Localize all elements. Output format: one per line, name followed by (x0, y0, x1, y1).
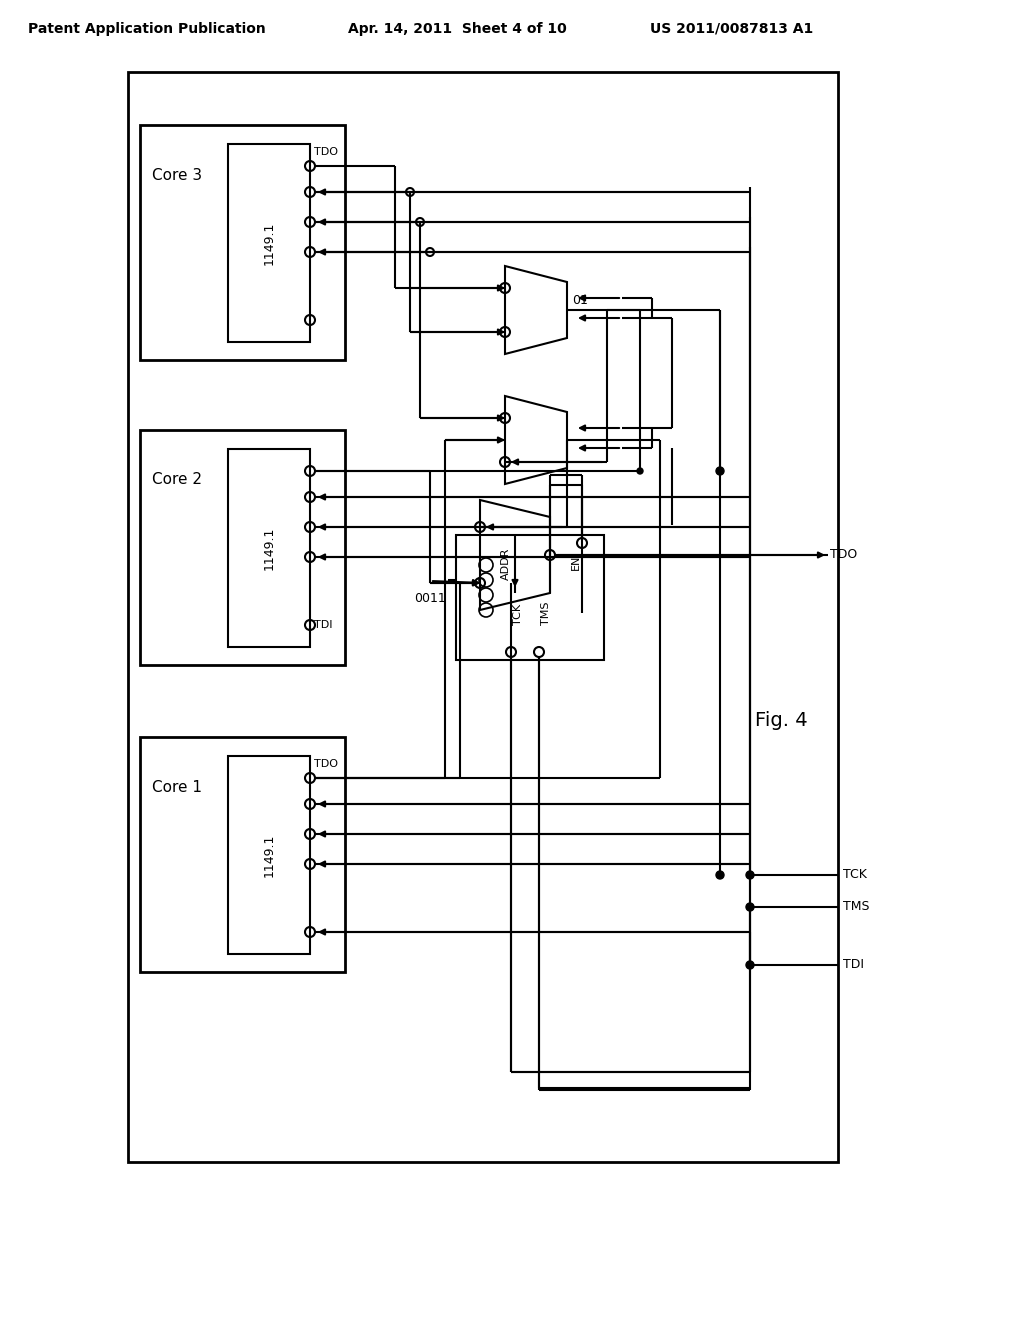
Text: 1149.1: 1149.1 (262, 222, 275, 265)
Text: Fig. 4: Fig. 4 (755, 710, 808, 730)
Bar (228, 144, 310, 342)
Text: ADDR: ADDR (501, 548, 511, 579)
Circle shape (716, 467, 724, 475)
Text: Core 3: Core 3 (152, 168, 202, 182)
Text: 0011: 0011 (414, 591, 445, 605)
Bar (228, 756, 310, 954)
Text: Core 1: Core 1 (152, 780, 202, 795)
Text: Core 2: Core 2 (152, 473, 202, 487)
Text: US 2011/0087813 A1: US 2011/0087813 A1 (650, 22, 813, 36)
Text: 1149.1: 1149.1 (262, 527, 275, 570)
Text: EN: EN (571, 554, 581, 570)
Text: TMS: TMS (843, 900, 869, 913)
Circle shape (746, 903, 754, 911)
Bar (140, 125, 345, 360)
Bar (128, 73, 838, 1162)
Text: TDI: TDI (314, 620, 333, 630)
Text: Patent Application Publication: Patent Application Publication (28, 22, 266, 36)
Text: Apr. 14, 2011  Sheet 4 of 10: Apr. 14, 2011 Sheet 4 of 10 (348, 22, 566, 36)
Text: TDO: TDO (314, 759, 338, 770)
Bar (140, 737, 345, 972)
Text: TDI: TDI (843, 958, 864, 972)
Bar (228, 449, 310, 647)
Circle shape (746, 961, 754, 969)
Text: TDO: TDO (314, 147, 338, 157)
Text: TMS: TMS (541, 602, 551, 624)
Text: 01: 01 (572, 293, 588, 306)
Circle shape (637, 469, 643, 474)
Circle shape (716, 871, 724, 879)
Text: TDO: TDO (830, 549, 857, 561)
Text: 1149.1: 1149.1 (262, 833, 275, 876)
Circle shape (746, 871, 754, 879)
Text: TCK: TCK (513, 603, 523, 624)
Bar (140, 430, 345, 665)
Text: TCK: TCK (843, 869, 867, 882)
Bar (456, 535, 604, 660)
